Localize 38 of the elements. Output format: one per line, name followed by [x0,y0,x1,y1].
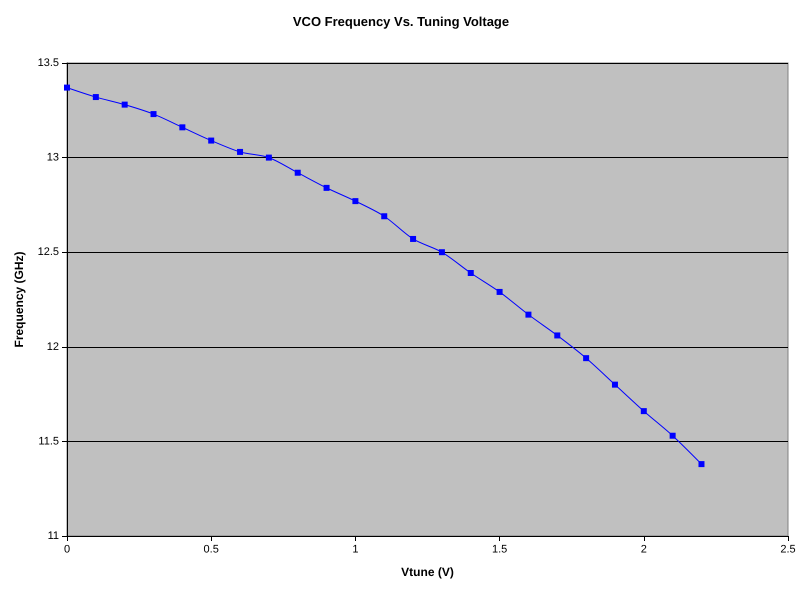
point [583,355,590,362]
x-tick-label: 1 [352,544,358,556]
x-tick-label: 1.5 [492,544,508,556]
x-tick-label: 0 [64,544,70,556]
point [122,102,128,108]
point [266,154,272,161]
y-tick-label: 12.5 [38,246,59,258]
point [64,84,70,91]
point [640,408,647,414]
point [381,213,388,220]
x-tick-label: 2 [640,544,647,556]
y-tick-label: 13 [46,152,59,164]
x-tick-label: 2.5 [780,544,796,556]
y-tick-label: 13.5 [38,57,59,69]
x-axis-title: Vtune (V) [401,565,454,579]
point [352,198,358,204]
point [179,124,186,130]
y-tick-label: 12 [46,340,59,353]
point [670,432,676,439]
y-tick-label: 11 [48,530,59,542]
y-axis-title: Frequency (GHz) [12,251,26,348]
point [237,148,244,155]
point [525,312,532,318]
point [698,461,704,468]
point [410,236,416,242]
point [92,94,99,100]
point [438,249,445,256]
point [294,170,301,176]
point [554,332,560,338]
point [496,288,503,295]
chart-title: VCO Frequency Vs. Tuning Voltage [292,14,510,29]
point [324,184,330,191]
x-tick-label: 0.5 [204,544,219,556]
point [150,111,157,118]
point [468,270,474,276]
y-tick-label: 11.5 [38,435,59,448]
point [208,138,214,144]
point [612,382,618,388]
